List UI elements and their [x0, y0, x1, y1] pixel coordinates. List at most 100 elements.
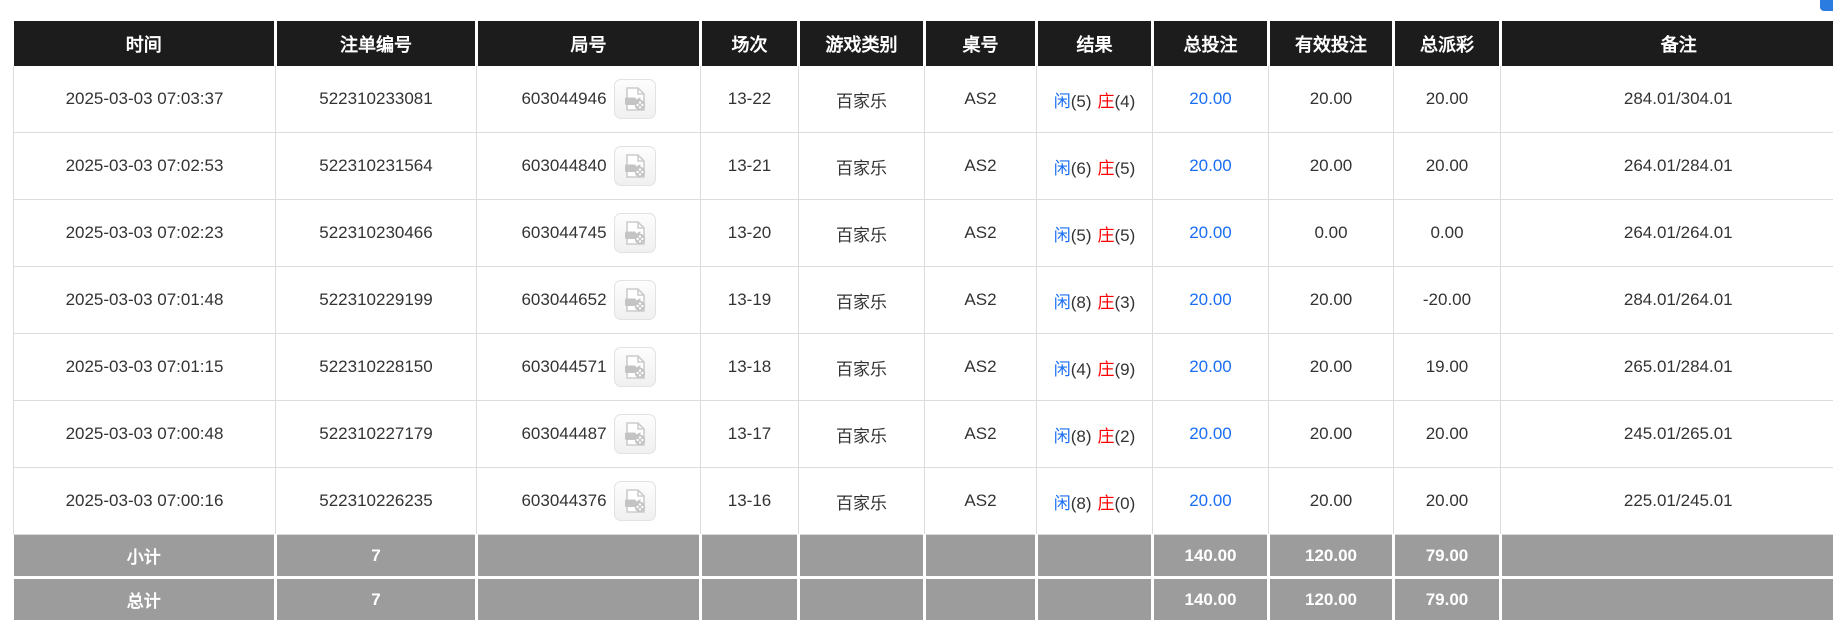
remark: 264.01/264.01 — [1500, 199, 1833, 267]
total-bet-cell: 20.00 — [1152, 333, 1269, 401]
remark: 264.01/284.01 — [1500, 132, 1833, 200]
remark: 265.01/284.01 — [1500, 333, 1833, 401]
game-type: 百家乐 — [798, 199, 925, 267]
subtotal-empty-cell — [700, 534, 800, 578]
round-id-group: 603044745 — [477, 213, 700, 253]
valid-bet: 20.00 — [1268, 467, 1394, 535]
col-header-game-type: 游戏类别 — [798, 21, 926, 66]
player-result-score: (5) — [1070, 91, 1092, 111]
payout-amount: 20.00 — [1393, 400, 1501, 468]
player-result-label: 闲 — [1053, 158, 1071, 178]
payout-amount: 0.00 — [1393, 199, 1501, 267]
col-header-remark: 备注 — [1500, 21, 1833, 66]
bet-record-row: 2025-03-03 07:02:23 522310230466 6030447… — [13, 199, 1833, 267]
bet-time: 2025-03-03 07:02:23 — [13, 199, 276, 267]
round-id: 603044487 — [521, 424, 607, 443]
col-header-round-id: 局号 — [476, 21, 702, 66]
round-id-group: 603044946 — [477, 79, 700, 119]
total-bet-link[interactable]: 20.00 — [1189, 223, 1232, 242]
bet-time: 2025-03-03 07:01:48 — [13, 266, 276, 334]
bet-time: 2025-03-03 07:02:53 — [13, 132, 276, 200]
video-replay-button[interactable] — [613, 347, 656, 387]
session: 13-17 — [700, 400, 799, 468]
round-id-group: 603044652 — [477, 280, 700, 320]
player-result-label: 闲 — [1053, 426, 1071, 446]
game-type: 百家乐 — [798, 467, 925, 535]
player-result-label: 闲 — [1053, 225, 1071, 245]
session: 13-18 — [700, 333, 799, 401]
video-replay-button[interactable] — [613, 79, 656, 119]
payout-amount: 19.00 — [1393, 333, 1501, 401]
col-header-bet-id: 注单编号 — [275, 21, 478, 66]
total-bet-link[interactable]: 20.00 — [1189, 89, 1232, 108]
bet-id: 522310231564 — [275, 132, 477, 200]
total-bet-cell: 20.00 — [1152, 66, 1269, 133]
total-bet-link[interactable]: 20.00 — [1189, 491, 1232, 510]
table-id: AS2 — [924, 333, 1037, 401]
banker-result-label: 庄 — [1097, 158, 1115, 178]
video-replay-button[interactable] — [613, 146, 656, 186]
banker-result-label: 庄 — [1097, 91, 1115, 111]
session: 13-20 — [700, 199, 799, 267]
banker-result-label: 庄 — [1097, 292, 1115, 312]
grand-total-empty-cell — [1036, 576, 1154, 620]
video-replay-button[interactable] — [613, 414, 656, 454]
total-bet-link[interactable]: 20.00 — [1189, 424, 1232, 443]
col-header-result: 结果 — [1036, 21, 1154, 66]
remark: 284.01/264.01 — [1500, 266, 1833, 334]
session: 13-19 — [700, 266, 799, 334]
game-type: 百家乐 — [798, 266, 925, 334]
col-header-session: 场次 — [700, 21, 800, 66]
total-bet-cell: 20.00 — [1152, 132, 1269, 200]
valid-bet: 20.00 — [1268, 400, 1394, 468]
session: 13-22 — [700, 66, 799, 133]
grand-total-empty-cell — [798, 576, 926, 620]
betting-records-table: 时间 注单编号 局号 场次 游戏类别 桌号 结果 总投注 有效投注 总派彩 备注… — [13, 21, 1833, 620]
valid-bet: 20.00 — [1268, 132, 1394, 200]
game-type: 百家乐 — [798, 132, 925, 200]
video-file-icon — [624, 489, 645, 513]
valid-bet: 0.00 — [1268, 199, 1394, 267]
round-cell: 603044487 — [476, 400, 701, 468]
remark: 245.01/265.01 — [1500, 400, 1833, 468]
total-bet-link[interactable]: 20.00 — [1189, 357, 1232, 376]
round-id-group: 603044376 — [477, 481, 700, 521]
round-cell: 603044946 — [476, 66, 701, 133]
grand-total-empty-cell — [700, 576, 800, 620]
table-id: AS2 — [924, 66, 1037, 133]
bet-record-row: 2025-03-03 07:01:48 522310229199 6030446… — [13, 266, 1833, 334]
bet-time: 2025-03-03 07:00:16 — [13, 467, 276, 535]
video-replay-button[interactable] — [613, 213, 656, 253]
banker-result-label: 庄 — [1097, 359, 1115, 379]
video-file-icon — [624, 221, 645, 245]
top-right-corner-button[interactable] — [1820, 0, 1833, 11]
col-header-payout: 总派彩 — [1393, 21, 1502, 66]
bet-id: 522310233081 — [275, 66, 477, 133]
subtotal-label: 小计 — [13, 534, 277, 578]
grand-total-label: 总计 — [13, 576, 277, 620]
result-cell: 闲(4) 庄(9) — [1036, 333, 1153, 401]
result-cell: 闲(8) 庄(2) — [1036, 400, 1153, 468]
grand-total-empty-cell — [924, 576, 1038, 620]
game-type: 百家乐 — [798, 66, 925, 133]
round-cell: 603044840 — [476, 132, 701, 200]
total-bet-link[interactable]: 20.00 — [1189, 290, 1232, 309]
video-replay-button[interactable] — [613, 481, 656, 521]
payout-amount: 20.00 — [1393, 467, 1501, 535]
subtotal-empty-cell — [798, 534, 926, 578]
video-replay-button[interactable] — [613, 280, 656, 320]
result-cell: 闲(8) 庄(3) — [1036, 266, 1153, 334]
bet-id: 522310226235 — [275, 467, 477, 535]
valid-bet: 20.00 — [1268, 333, 1394, 401]
bet-record-row: 2025-03-03 07:03:37 522310233081 6030449… — [13, 66, 1833, 133]
total-bet-cell: 20.00 — [1152, 400, 1269, 468]
result-cell: 闲(5) 庄(4) — [1036, 66, 1153, 133]
video-file-icon — [624, 355, 645, 379]
grand-total-payout: 79.00 — [1393, 576, 1502, 620]
total-bet-link[interactable]: 20.00 — [1189, 156, 1232, 175]
video-file-icon — [624, 154, 645, 178]
grand-total-count: 7 — [275, 576, 478, 620]
video-file-icon — [624, 422, 645, 446]
subtotal-empty-cell — [924, 534, 1038, 578]
video-file-icon — [624, 288, 645, 312]
